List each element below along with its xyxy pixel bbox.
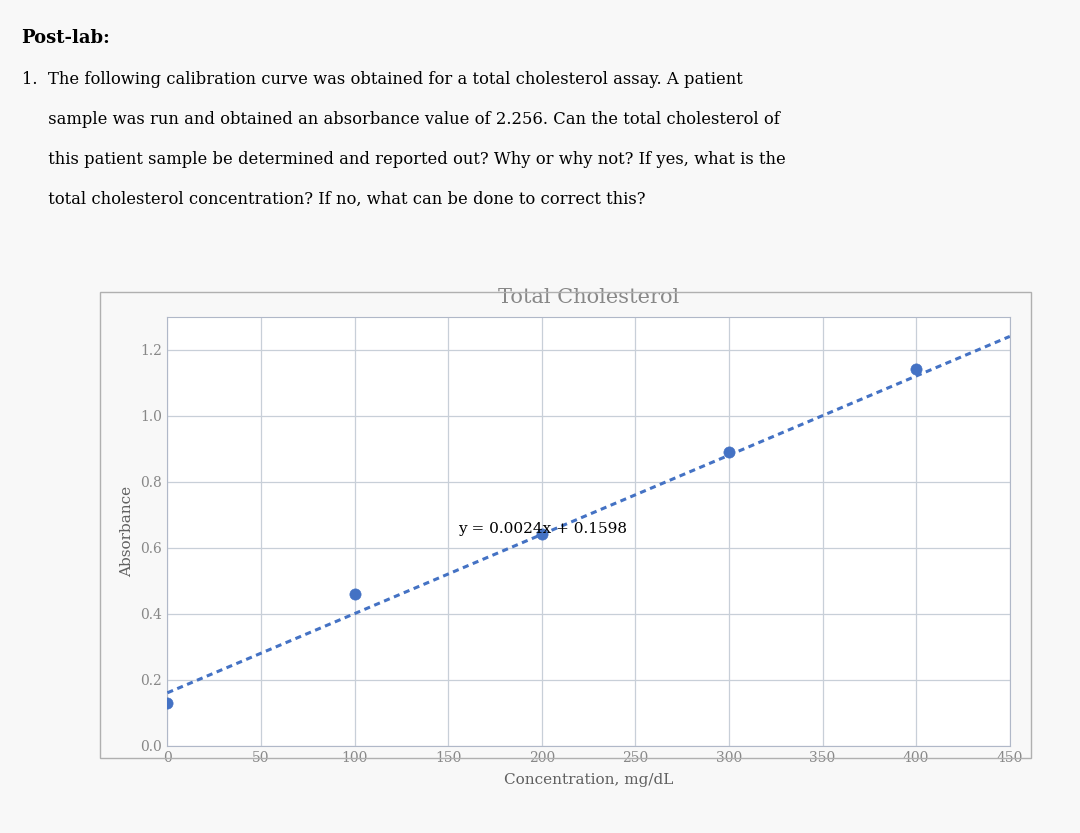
Text: total cholesterol concentration? If no, what can be done to correct this?: total cholesterol concentration? If no, …: [22, 191, 645, 207]
Text: Post-lab:: Post-lab:: [22, 29, 110, 47]
X-axis label: Concentration, mg/dL: Concentration, mg/dL: [504, 773, 673, 787]
Point: [907, 362, 924, 376]
Point: [720, 445, 738, 458]
Text: sample was run and obtained an absorbance value of 2.256. Can the total choleste: sample was run and obtained an absorbanc…: [22, 111, 780, 127]
Point: [534, 527, 551, 541]
Text: 1.  The following calibration curve was obtained for a total cholesterol assay. : 1. The following calibration curve was o…: [22, 71, 742, 87]
Title: Total Cholesterol: Total Cholesterol: [498, 287, 679, 307]
Point: [346, 587, 363, 601]
Text: y = 0.0024x + 0.1598: y = 0.0024x + 0.1598: [458, 522, 626, 536]
Text: this patient sample be determined and reported out? Why or why not? If yes, what: this patient sample be determined and re…: [22, 151, 785, 167]
Y-axis label: Absorbance: Absorbance: [120, 486, 134, 576]
Point: [159, 696, 176, 709]
